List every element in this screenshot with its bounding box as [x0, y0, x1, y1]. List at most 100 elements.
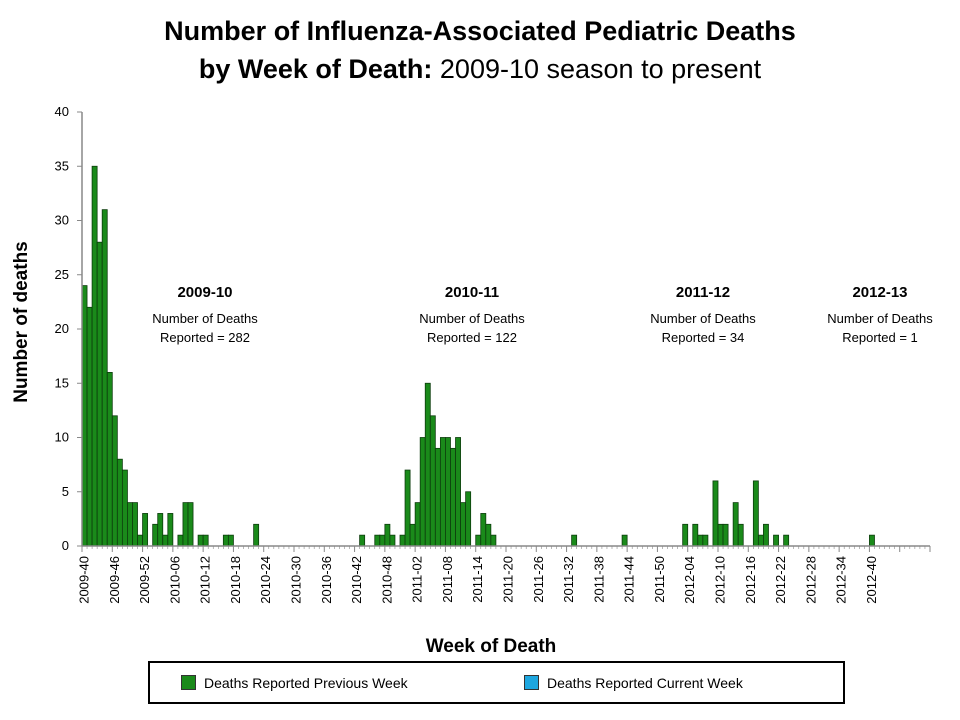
x-tick-label: 2011-38	[591, 556, 606, 603]
bar	[424, 382, 431, 547]
bar	[177, 534, 184, 547]
bar	[460, 502, 467, 547]
x-tick-label: 2010-48	[379, 556, 394, 604]
bar	[722, 523, 729, 547]
bar	[445, 437, 451, 547]
x-tick-label: 2011-08	[440, 556, 455, 603]
season-annotation-line2: Reported = 282	[160, 330, 250, 345]
bar	[783, 534, 790, 547]
bar	[152, 523, 159, 547]
y-tick-label: 0	[62, 538, 69, 553]
bar	[732, 502, 739, 547]
bar	[475, 534, 482, 547]
bar	[455, 437, 461, 547]
legend-label-previous-week: Deaths Reported Previous Week	[204, 675, 408, 691]
bar	[111, 415, 118, 547]
x-tick-label: 2010-12	[198, 556, 213, 604]
bar	[697, 534, 704, 547]
season-annotation-line1: Number of Deaths	[152, 311, 258, 326]
bar	[167, 513, 174, 547]
legend: Deaths Reported Previous Week Deaths Rep…	[148, 661, 845, 704]
x-tick-label: 2010-06	[167, 556, 182, 604]
bar	[359, 534, 366, 547]
y-tick-label: 35	[55, 158, 69, 173]
x-tick-label: 2011-14	[470, 556, 485, 603]
bar	[96, 241, 103, 547]
x-tick-label: 2009-40	[77, 556, 92, 604]
y-tick-label: 20	[55, 321, 69, 336]
chart-title-line2-bold: by Week of Death:	[198, 54, 433, 84]
x-tick-label: 2012-28	[803, 556, 818, 604]
season-annotation-title: 2012-13	[852, 284, 907, 301]
bar	[157, 513, 164, 547]
y-tick-label: 40	[55, 104, 69, 119]
bar	[374, 534, 381, 547]
legend-label-current-week: Deaths Reported Current Week	[547, 675, 743, 691]
x-tick-label: 2012-10	[713, 556, 728, 604]
bar	[465, 491, 472, 547]
x-tick-label: 2012-04	[682, 556, 697, 604]
bar	[404, 469, 411, 547]
season-annotation-line1: Number of Deaths	[650, 311, 756, 326]
bar	[717, 523, 724, 547]
x-tick-label: 2012-22	[773, 556, 788, 604]
season-annotation-title: 2010-11	[445, 284, 499, 301]
bar	[490, 534, 497, 547]
bar	[399, 534, 406, 547]
bar	[682, 523, 689, 547]
x-tick-label: 2012-40	[864, 556, 879, 604]
bar	[389, 534, 396, 547]
season-annotation-line1: Number of Deaths	[419, 311, 525, 326]
bar	[692, 523, 699, 547]
bar	[773, 534, 779, 547]
y-tick-label: 15	[55, 375, 69, 390]
bar	[379, 534, 386, 547]
bar	[106, 371, 113, 547]
bar	[187, 502, 194, 547]
season-annotation-title: 2011-12	[676, 284, 730, 301]
bar	[621, 534, 628, 547]
x-tick-label: 2011-26	[531, 556, 546, 603]
bar	[429, 415, 436, 547]
x-tick-label: 2010-30	[289, 556, 304, 604]
bar	[127, 502, 133, 547]
bar	[702, 534, 709, 547]
bar	[480, 513, 487, 547]
bar	[132, 502, 138, 547]
bar	[91, 165, 98, 547]
bar	[81, 285, 88, 547]
season-annotation-line1: Number of Deaths	[827, 311, 933, 326]
bar	[752, 480, 759, 547]
bar	[434, 447, 441, 547]
legend-item-current-week: Deaths Reported Current Week	[524, 675, 743, 691]
x-tick-label: 2012-16	[743, 556, 758, 604]
bar	[757, 534, 764, 547]
bar	[409, 523, 416, 547]
bar	[116, 458, 123, 547]
season-annotation-title: 2009-10	[177, 284, 232, 301]
bar	[763, 523, 769, 547]
bar	[162, 534, 169, 547]
bar	[121, 469, 128, 547]
chart-title-line1: Number of Influenza-Associated Pediatric…	[164, 16, 796, 46]
season-annotation-line2: Reported = 122	[427, 330, 517, 345]
x-tick-label: 2010-36	[319, 556, 334, 604]
x-tick-label: 2011-44	[622, 556, 637, 603]
bar	[202, 534, 209, 547]
x-tick-label: 2011-50	[652, 556, 667, 603]
bar	[439, 437, 446, 547]
bar	[414, 502, 421, 547]
bar	[197, 534, 204, 547]
bar	[86, 306, 93, 547]
season-annotation-line2: Reported = 34	[662, 330, 745, 345]
chart-title: Number of Influenza-Associated Pediatric…	[0, 12, 960, 88]
legend-swatch-previous-week	[181, 675, 196, 690]
y-tick-label: 25	[55, 267, 69, 282]
x-tick-label: 2010-42	[349, 556, 364, 604]
bar	[869, 534, 875, 547]
x-tick-label: 2010-18	[228, 556, 243, 604]
x-tick-label: 2011-20	[501, 556, 516, 603]
bar	[142, 513, 149, 547]
bar	[712, 480, 719, 547]
bar	[384, 523, 391, 547]
